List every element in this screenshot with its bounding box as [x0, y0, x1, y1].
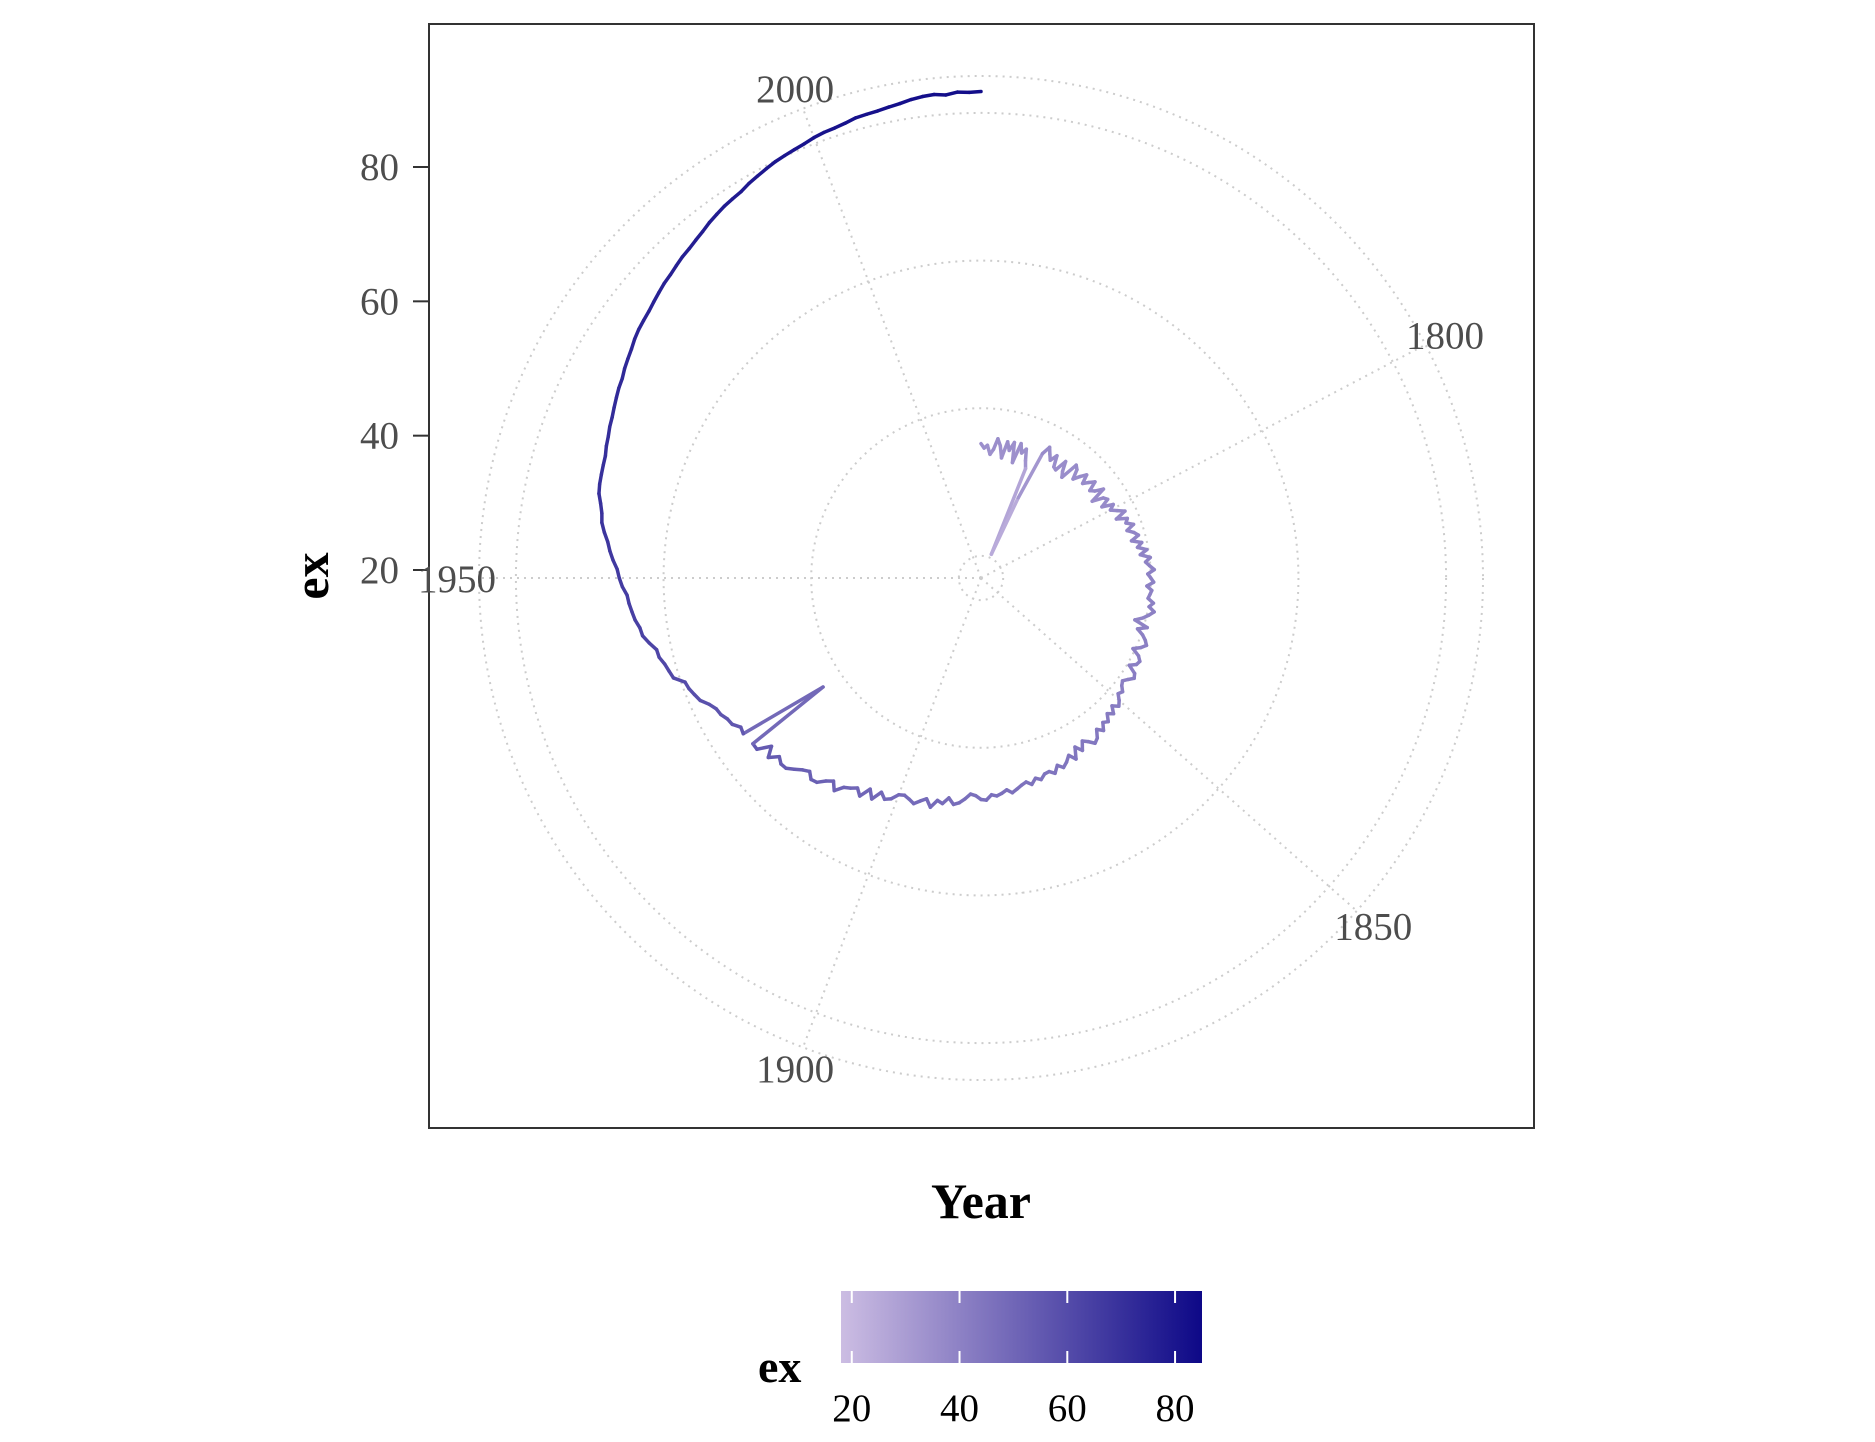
grid-ring — [957, 554, 1005, 602]
series-segment — [989, 495, 1021, 557]
angle-tick-label: 1950 — [418, 558, 496, 601]
grid-ring — [514, 111, 1448, 1045]
grid-ring — [662, 259, 1300, 897]
series-segment — [869, 790, 884, 801]
y-axis-title: ex — [283, 552, 339, 599]
grid-ring — [478, 75, 1484, 1081]
series-segment — [668, 264, 678, 277]
series-segment — [657, 281, 666, 295]
series-segment — [782, 147, 797, 158]
y-tick-label: 40 — [360, 415, 399, 458]
series-segment — [887, 101, 902, 109]
series-segment — [864, 109, 880, 116]
series-segment — [1090, 496, 1106, 504]
series-segment — [833, 121, 848, 130]
panel-border — [428, 23, 1535, 1129]
series-segment — [773, 153, 787, 164]
series-segment — [687, 238, 698, 251]
color-legend: ex 20 40 60 80 — [758, 1291, 1202, 1430]
angle-labels: 1800 1850 1900 1950 2000 — [418, 68, 1484, 1091]
legend-tick-label: 40 — [940, 1387, 979, 1430]
series-segment — [662, 273, 673, 286]
series-segment — [714, 204, 727, 217]
y-tick-label: 80 — [360, 146, 399, 189]
x-axis-title: Year — [931, 1173, 1031, 1229]
series-segment — [674, 255, 685, 268]
series-segment — [651, 290, 661, 304]
series-line — [597, 89, 1157, 809]
series-segment — [739, 181, 751, 194]
angle-tick-label: 2000 — [756, 68, 834, 111]
series-segment — [1052, 453, 1059, 469]
y-tick-label: 60 — [360, 280, 399, 323]
series-segment — [944, 90, 960, 97]
series-segment — [909, 94, 925, 102]
series-segment — [1023, 447, 1029, 463]
series-segment — [967, 89, 983, 95]
series-segment — [853, 112, 869, 120]
angle-tick-label: 1800 — [1406, 314, 1484, 357]
series-segment — [857, 787, 872, 798]
series-segment — [792, 142, 806, 152]
series-segment — [741, 685, 825, 736]
series-segment — [680, 246, 691, 259]
series-segment — [1016, 451, 1045, 500]
series-segment — [898, 97, 913, 106]
angle-tick-label: 1900 — [756, 1048, 834, 1091]
legend-tick-label: 20 — [832, 1387, 871, 1430]
series-segment — [647, 300, 656, 314]
y-axis: 20 40 60 80 — [360, 146, 429, 592]
series-segment — [876, 105, 891, 113]
y-tick-label: 20 — [360, 549, 399, 592]
series-segment — [843, 116, 858, 125]
series-segment — [629, 337, 637, 351]
series-segment — [722, 197, 735, 208]
series-segment — [764, 159, 777, 171]
radial-grid — [478, 75, 1484, 1081]
series-segment — [812, 130, 826, 140]
series-segment — [694, 229, 705, 242]
series-segment — [802, 135, 816, 146]
legend-tick-label: 60 — [1048, 1387, 1087, 1430]
angle-tick-label: 1850 — [1334, 905, 1412, 948]
series-segment — [751, 685, 825, 746]
series-segment — [671, 676, 687, 684]
series-segment — [700, 220, 712, 234]
legend-tick-label: 80 — [1156, 1387, 1195, 1430]
legend-ticks: 20 40 60 80 — [832, 1291, 1195, 1430]
series-segment — [755, 167, 768, 178]
series-segment — [747, 174, 760, 186]
series-segment — [920, 92, 936, 99]
series-segment — [707, 212, 719, 225]
series-segment — [730, 189, 743, 201]
series-segment — [755, 744, 774, 751]
series-segment — [1060, 463, 1078, 480]
legend-title: ex — [758, 1341, 801, 1392]
legend-colorbar — [841, 1291, 1202, 1363]
series-segment — [822, 126, 837, 135]
